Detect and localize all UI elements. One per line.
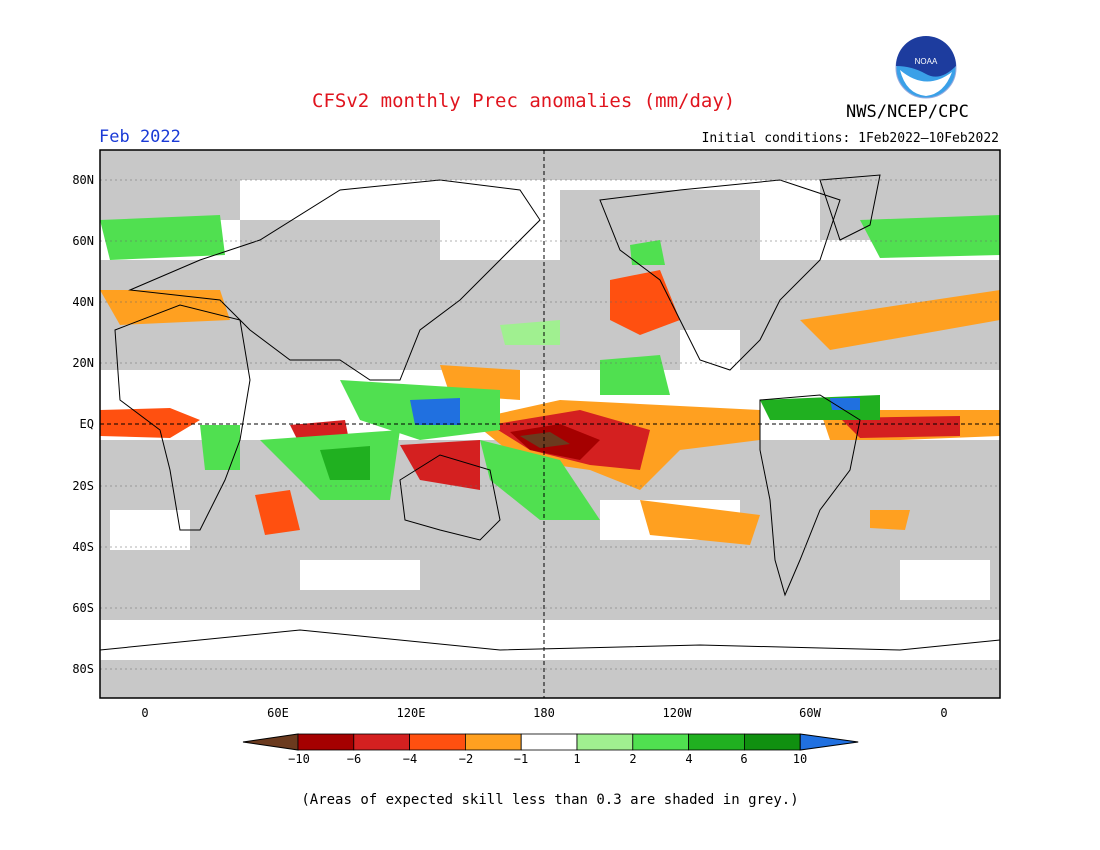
positive-anomalies: [100, 215, 1000, 520]
colorbar-label: −4: [402, 752, 418, 766]
equator-dateline: [100, 150, 1000, 698]
colorbar-swatch: [632, 733, 689, 751]
lat-label: EQ: [79, 417, 94, 431]
lon-label: 0: [940, 706, 948, 720]
lat-label: 20S: [72, 479, 94, 493]
colorbar-swatch: [353, 733, 410, 751]
lat-label: 40N: [72, 295, 94, 309]
colorbar-label: −6: [346, 752, 362, 766]
colorbar-swatch: [242, 733, 299, 751]
lon-label: 60E: [267, 706, 289, 720]
colorbar-label: −1: [513, 752, 529, 766]
colorbar-swatch: [688, 733, 745, 751]
colorbar-label: 6: [740, 752, 748, 766]
colorbar-swatch: [464, 733, 522, 751]
lat-label: 60N: [72, 234, 94, 248]
month-label: Feb 2022: [99, 127, 181, 147]
colorbar-swatch: [409, 733, 466, 751]
lat-label: 20N: [72, 356, 94, 370]
skill-note: (Areas of expected skill less than 0.3 a…: [301, 792, 799, 808]
noaa-logo: NOAA: [895, 36, 957, 99]
lat-label: 80S: [72, 662, 94, 676]
colorbar: [242, 733, 859, 751]
colorbar-label: 1: [573, 752, 581, 766]
lon-label: 120W: [662, 706, 692, 720]
colorbar-swatch: [744, 733, 801, 751]
colorbar-swatch: [520, 733, 578, 751]
colorbar-label: 10: [792, 752, 808, 766]
org-label: NWS/NCEP/CPC: [846, 102, 969, 122]
colorbar-label: 4: [685, 752, 693, 766]
initial-conditions: Initial conditions: 1Feb2022–10Feb2022: [701, 131, 999, 146]
coastlines: [99, 174, 1001, 651]
colorbar-label: 2: [629, 752, 637, 766]
lon-label: 180: [533, 706, 555, 720]
colorbar-swatch: [297, 733, 355, 751]
lat-label: 80N: [72, 173, 94, 187]
noaa-logo-text: NOAA: [915, 57, 938, 66]
colorbar-swatch: [576, 733, 634, 751]
graticule: [100, 179, 1000, 670]
colorbar-label: −2: [458, 752, 474, 766]
lon-label: 0: [141, 706, 149, 720]
map-frame: [99, 149, 1001, 699]
map-title: CFSv2 monthly Prec anomalies (mm/day): [312, 90, 736, 112]
lon-label: 120E: [396, 706, 426, 720]
lat-label: 40S: [72, 540, 94, 554]
lon-label: 60W: [799, 706, 821, 720]
colorbar-label: −10: [288, 752, 310, 766]
lat-label: 60S: [72, 601, 94, 615]
colorbar-swatch: [799, 733, 859, 751]
